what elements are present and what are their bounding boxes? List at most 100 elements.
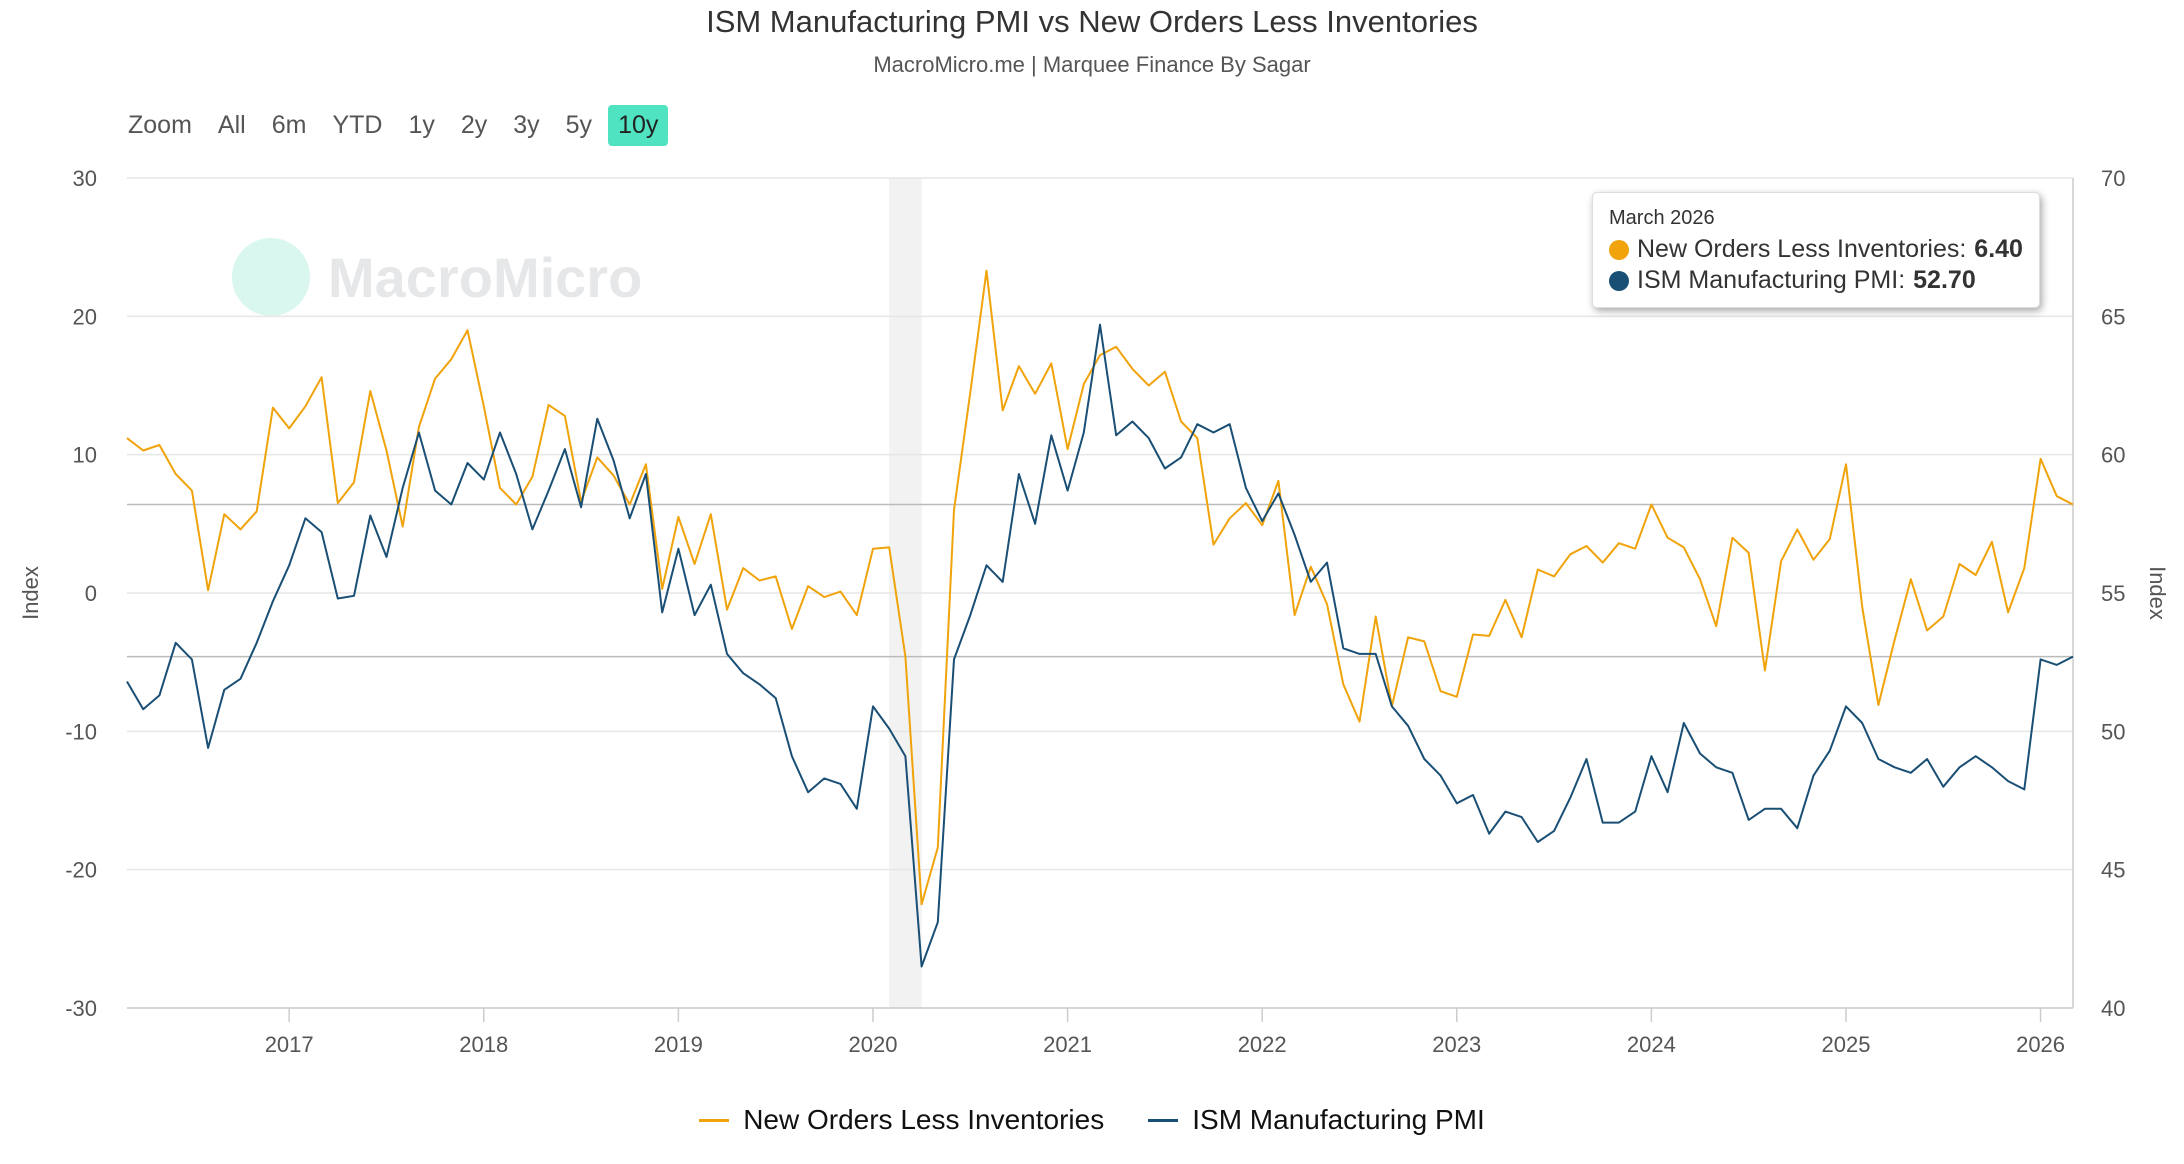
data-point [1373, 614, 1378, 619]
data-point [1584, 757, 1589, 762]
data-point [270, 405, 275, 410]
data-point [1373, 651, 1378, 656]
data-point [757, 578, 762, 583]
data-point [676, 546, 681, 551]
data-point [1616, 541, 1621, 546]
data-point [1146, 436, 1151, 441]
data-point [562, 447, 567, 452]
data-point [2006, 610, 2011, 615]
data-point [984, 563, 989, 568]
data-point [676, 514, 681, 519]
range-3y-button[interactable]: 3y [513, 111, 540, 139]
tooltip-row-pmi: ISM Manufacturing PMI: 52.70 [1609, 265, 2023, 296]
data-point [222, 512, 227, 517]
data-point [595, 416, 600, 421]
data-point [1114, 344, 1119, 349]
tooltip-label: New Orders Less Inventories: [1637, 235, 1967, 263]
data-point [2038, 657, 2043, 662]
tooltip: March 2026 New Orders Less Inventories: … [1592, 192, 2040, 308]
data-point [1714, 624, 1719, 629]
data-point [1925, 628, 1930, 633]
data-point [2054, 494, 2059, 499]
data-point [1908, 770, 1913, 775]
data-point [238, 676, 243, 681]
data-point [1892, 765, 1897, 770]
data-point [352, 480, 357, 485]
navy-line-icon [1148, 1118, 1179, 1122]
data-point [416, 430, 421, 435]
data-point [1389, 704, 1394, 709]
data-point [1162, 369, 1167, 374]
data-point [1487, 831, 1492, 836]
data-point [660, 610, 665, 615]
data-point [1406, 723, 1411, 728]
tooltip-label: ISM Manufacturing PMI: [1637, 266, 1906, 294]
range-5y-button[interactable]: 5y [565, 111, 593, 139]
data-point [968, 613, 973, 618]
y-right-tick-label: 40 [2101, 996, 2125, 1021]
data-point [1779, 559, 1784, 564]
data-point [1325, 560, 1330, 565]
data-point [1130, 419, 1135, 424]
data-point [984, 268, 989, 273]
tooltip-date: March 2026 [1609, 207, 1715, 229]
data-point [595, 455, 600, 460]
data-point [1989, 539, 1994, 544]
legend-item-new-orders[interactable]: New Orders Less Inventories [699, 1104, 1104, 1136]
range-1y-button[interactable]: 1y [408, 111, 435, 139]
data-point [1357, 719, 1362, 724]
navy-dot-icon [1609, 270, 1629, 291]
data-point [497, 430, 502, 435]
data-point [514, 502, 519, 507]
data-point [335, 596, 340, 601]
data-point [1714, 765, 1719, 770]
data-point [1925, 757, 1930, 762]
data-point [838, 589, 843, 594]
data-point [2022, 787, 2027, 792]
data-point [141, 707, 146, 712]
data-point [1276, 478, 1281, 483]
x-tick-label: 2025 [1821, 1032, 1870, 1057]
range-6m-button[interactable]: 6m [271, 111, 307, 139]
data-point [546, 402, 551, 407]
y-right-tick-label: 65 [2101, 304, 2125, 329]
data-point [741, 671, 746, 676]
data-point [854, 613, 859, 618]
data-point [157, 693, 162, 698]
data-point [1811, 557, 1816, 562]
range-10y-button[interactable]: 10y [608, 105, 669, 146]
x-tick-label: 2017 [265, 1032, 314, 1057]
data-point [1535, 840, 1540, 845]
data-point [789, 754, 794, 759]
data-point [254, 640, 259, 645]
data-point [1746, 550, 1751, 555]
y-left-tick-label: 30 [73, 166, 97, 191]
range-2y-button[interactable]: 2y [460, 111, 488, 139]
data-point [303, 404, 308, 409]
data-point [643, 472, 648, 477]
data-point [1730, 770, 1735, 775]
data-point [822, 776, 827, 781]
data-point [1146, 383, 1151, 388]
data-point [1503, 597, 1508, 602]
y-left-tick-label: -30 [65, 996, 97, 1021]
legend-item-pmi[interactable]: ISM Manufacturing PMI [1148, 1104, 1485, 1136]
data-point [903, 654, 908, 659]
range-ytd-button[interactable]: YTD [332, 111, 383, 139]
data-point [1892, 638, 1897, 643]
data-point [1422, 757, 1427, 762]
data-point [1681, 721, 1686, 726]
data-point [952, 508, 957, 513]
x-tick-label: 2026 [2016, 1032, 2065, 1057]
data-point [2071, 654, 2076, 659]
data-point [1195, 422, 1200, 427]
data-point [1600, 560, 1605, 565]
data-point [1308, 579, 1313, 584]
data-point [952, 657, 957, 662]
legend: New Orders Less Inventories ISM Manufact… [0, 1104, 2184, 1136]
range-all-button[interactable]: All [217, 111, 246, 139]
data-point [1195, 436, 1200, 441]
data-point [708, 512, 713, 517]
data-point [1000, 408, 1005, 413]
